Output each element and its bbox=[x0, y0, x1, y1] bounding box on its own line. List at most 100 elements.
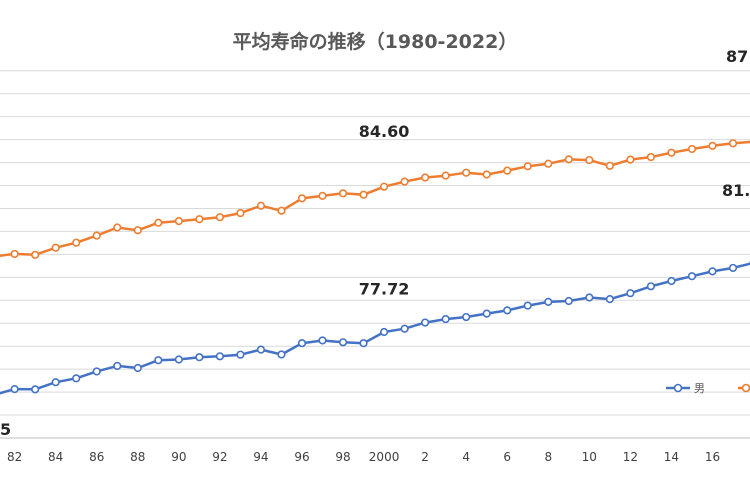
data-point bbox=[646, 152, 656, 162]
data-point bbox=[708, 267, 717, 276]
data-point bbox=[318, 191, 327, 200]
data-point bbox=[133, 226, 142, 235]
data-point bbox=[113, 223, 122, 232]
data-label: 84.60 bbox=[359, 122, 410, 141]
data-point bbox=[174, 217, 183, 226]
data-point bbox=[72, 374, 81, 383]
x-tick-label: 2 bbox=[421, 450, 429, 464]
data-point bbox=[72, 238, 81, 247]
data-point bbox=[215, 213, 224, 222]
data-point bbox=[585, 155, 594, 165]
x-tick-label: 6 bbox=[503, 450, 511, 464]
series-line-0 bbox=[0, 262, 750, 395]
data-point bbox=[318, 336, 327, 345]
data-point bbox=[31, 385, 40, 394]
data-point bbox=[503, 166, 512, 175]
chart-title: 平均寿命の推移（1980-2022） bbox=[233, 30, 518, 53]
data-point bbox=[92, 231, 101, 240]
data-point bbox=[421, 318, 430, 327]
data-point bbox=[626, 289, 635, 298]
data-point bbox=[154, 218, 163, 227]
data-point bbox=[708, 141, 717, 150]
data-point bbox=[605, 161, 614, 170]
data-label: 81. bbox=[722, 181, 750, 200]
data-point bbox=[687, 144, 697, 154]
data-point bbox=[256, 345, 266, 354]
data-point bbox=[482, 170, 491, 179]
data-point bbox=[215, 352, 224, 361]
x-tick-label: 96 bbox=[294, 450, 309, 464]
data-point bbox=[10, 385, 19, 394]
data-point bbox=[10, 249, 19, 259]
x-tick-label: 14 bbox=[664, 450, 679, 464]
series-layer bbox=[0, 139, 750, 395]
annotation-layer: 84.60 77.72 87 81. 5 bbox=[0, 47, 750, 439]
data-point bbox=[195, 215, 204, 224]
series-line-1 bbox=[0, 140, 750, 258]
data-point bbox=[379, 182, 389, 191]
data-point bbox=[195, 353, 204, 362]
data-point bbox=[421, 173, 430, 182]
data-point bbox=[400, 177, 409, 186]
data-point bbox=[277, 206, 286, 215]
x-tick-label: 92 bbox=[212, 450, 227, 464]
x-tick-label: 16 bbox=[705, 450, 720, 464]
legend: 男 bbox=[666, 382, 750, 395]
data-point bbox=[728, 139, 738, 148]
data-point bbox=[338, 189, 348, 198]
data-point bbox=[51, 378, 60, 387]
x-tick-label: 88 bbox=[130, 450, 145, 464]
data-point bbox=[646, 282, 656, 291]
data-point bbox=[544, 297, 553, 306]
legend-label-series-0: 男 bbox=[694, 382, 705, 395]
data-point bbox=[154, 356, 163, 365]
x-axis-ticks: 82848688909294969820002468101214161 bbox=[7, 450, 750, 464]
data-point bbox=[462, 168, 471, 177]
data-point bbox=[482, 309, 491, 318]
x-tick-label: 86 bbox=[89, 450, 104, 464]
data-point bbox=[236, 350, 245, 359]
data-point bbox=[585, 293, 594, 302]
gridlines bbox=[0, 70, 750, 439]
x-tick-label: 94 bbox=[253, 450, 268, 464]
data-label: 77.72 bbox=[359, 280, 410, 299]
data-point bbox=[462, 312, 471, 322]
data-point bbox=[523, 301, 532, 310]
data-point bbox=[523, 162, 532, 171]
data-point bbox=[277, 350, 286, 359]
data-point bbox=[667, 148, 676, 157]
data-point bbox=[564, 296, 573, 306]
data-point bbox=[359, 190, 368, 199]
data-point bbox=[544, 159, 553, 168]
data-point bbox=[51, 243, 60, 252]
data-point bbox=[441, 315, 450, 324]
data-point bbox=[400, 324, 409, 333]
data-point bbox=[379, 327, 389, 337]
data-point bbox=[728, 263, 738, 273]
x-tick-label: 4 bbox=[462, 450, 470, 464]
legend-marker-series-0 bbox=[673, 383, 683, 393]
data-point bbox=[667, 276, 676, 286]
x-tick-label: 10 bbox=[582, 450, 597, 464]
data-point bbox=[359, 339, 368, 348]
data-point bbox=[297, 339, 307, 348]
data-point bbox=[338, 338, 348, 347]
data-label: 87 bbox=[726, 47, 748, 66]
data-point bbox=[133, 363, 142, 373]
data-point bbox=[441, 171, 450, 180]
data-point bbox=[31, 250, 40, 259]
legend-marker-series-1 bbox=[741, 383, 750, 393]
data-point bbox=[626, 155, 635, 164]
data-point bbox=[113, 361, 122, 371]
data-point bbox=[297, 194, 307, 203]
data-point bbox=[564, 155, 573, 164]
data-point bbox=[92, 367, 101, 376]
x-tick-label: 82 bbox=[7, 450, 22, 464]
x-tick-label: 2000 bbox=[369, 450, 400, 464]
x-tick-label: 90 bbox=[171, 450, 186, 464]
data-point bbox=[174, 355, 183, 364]
data-point bbox=[503, 306, 512, 315]
data-point bbox=[236, 208, 245, 218]
